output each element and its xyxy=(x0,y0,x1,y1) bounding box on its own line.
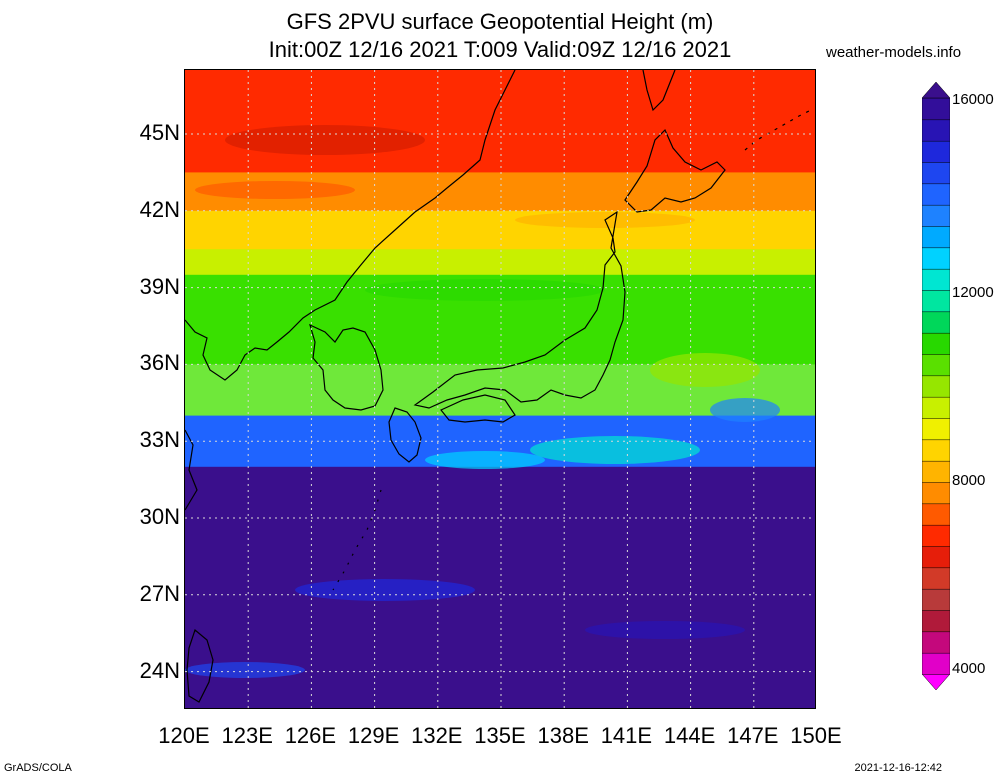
colorbar-step-24 xyxy=(922,161,950,185)
chart-subtitle: Init:00Z 12/16 2021 T:009 Valid:09Z 12/1… xyxy=(268,37,732,62)
colorbar-step-2 xyxy=(922,631,950,654)
colorbar-step-10 xyxy=(922,460,950,483)
colorbar-step-9 xyxy=(922,481,950,505)
colorbar-step-5 xyxy=(922,567,950,590)
lon-tick-label: 150E xyxy=(790,723,842,748)
field-blob-10 xyxy=(185,662,305,678)
field-band-0 xyxy=(185,70,815,174)
field-blob-7 xyxy=(710,398,780,422)
lon-tick-label: 141E xyxy=(600,723,653,748)
colorbar-step-3 xyxy=(922,609,950,633)
field-blob-5 xyxy=(530,436,700,464)
colorbar-step-17 xyxy=(922,311,950,334)
colorbar-step-18 xyxy=(922,289,950,313)
colorbar-step-1 xyxy=(922,652,950,675)
lon-tick-label: 147E xyxy=(727,723,779,748)
lon-tick-label: 144E xyxy=(663,723,716,748)
site-credit: weather-models.info xyxy=(826,44,962,61)
lon-tick-label: 123E xyxy=(221,723,273,748)
field-band-2 xyxy=(185,210,815,251)
lat-tick-label: 36N xyxy=(139,350,180,376)
coastline xyxy=(185,70,812,703)
field-blob-6 xyxy=(425,451,545,469)
field-blob-0 xyxy=(225,125,425,155)
colorbar-label: 16000 xyxy=(952,91,994,108)
colorbar-step-4 xyxy=(922,588,950,611)
map-plot-area xyxy=(184,69,816,709)
lon-tick-label: 138E xyxy=(537,723,589,748)
field-blob-4 xyxy=(650,353,760,387)
lat-tick-label: 33N xyxy=(139,427,180,453)
colorbar-step-22 xyxy=(922,204,950,227)
colorbar-step-28 xyxy=(922,82,950,99)
lon-tick-label: 132E xyxy=(411,723,463,748)
colorbar xyxy=(922,82,950,690)
lat-tick-label: 30N xyxy=(139,504,180,529)
colorbar-step-11 xyxy=(922,439,950,462)
colorbar-step-23 xyxy=(922,183,950,206)
colorbar-label: 4000 xyxy=(952,660,986,677)
colorbar-step-21 xyxy=(922,225,950,249)
colorbar-step-14 xyxy=(922,375,950,398)
colorbar-label: 12000 xyxy=(952,284,994,301)
lat-tick-label: 45N xyxy=(139,120,180,145)
field-blob-1 xyxy=(195,181,355,199)
lon-tick-label: 120E xyxy=(158,723,210,748)
colorbar-step-15 xyxy=(922,353,950,377)
colorbar-step-6 xyxy=(922,545,950,569)
colorbar-step-27 xyxy=(922,97,950,121)
field-blob-9 xyxy=(585,621,745,639)
colorbar-step-19 xyxy=(922,268,950,291)
field-blob-3 xyxy=(365,279,605,301)
lon-tick-label: 126E xyxy=(284,723,337,748)
lat-tick-label: 39N xyxy=(139,273,180,299)
field-detail xyxy=(185,125,780,678)
render-timestamp: 2021-12-16-12:42 xyxy=(854,762,942,774)
colorbar-step-13 xyxy=(922,396,950,419)
field-blob-8 xyxy=(295,579,475,601)
colorbar-step-0 xyxy=(922,673,950,690)
colorbar-step-8 xyxy=(922,503,950,526)
lon-tick-label: 135E xyxy=(474,723,526,748)
colorbar-step-7 xyxy=(922,524,950,547)
lat-tick-label: 27N xyxy=(139,580,180,606)
colorbar-step-25 xyxy=(922,140,950,163)
lat-lon-grid xyxy=(185,70,815,708)
colorbar-step-12 xyxy=(922,417,950,441)
lat-tick-label: 42N xyxy=(139,196,180,222)
colorbar-step-26 xyxy=(922,119,950,142)
field-band-3 xyxy=(185,249,815,276)
colorbar-label: 8000 xyxy=(952,472,986,489)
software-credit: GrADS/COLA xyxy=(4,762,72,774)
lat-tick-label: 24N xyxy=(139,657,180,683)
chart-title: GFS 2PVU surface Geopotential Height (m) xyxy=(286,9,714,34)
colorbar-step-16 xyxy=(922,332,950,355)
lon-tick-label: 129E xyxy=(347,723,400,748)
colorbar-step-20 xyxy=(922,247,950,270)
